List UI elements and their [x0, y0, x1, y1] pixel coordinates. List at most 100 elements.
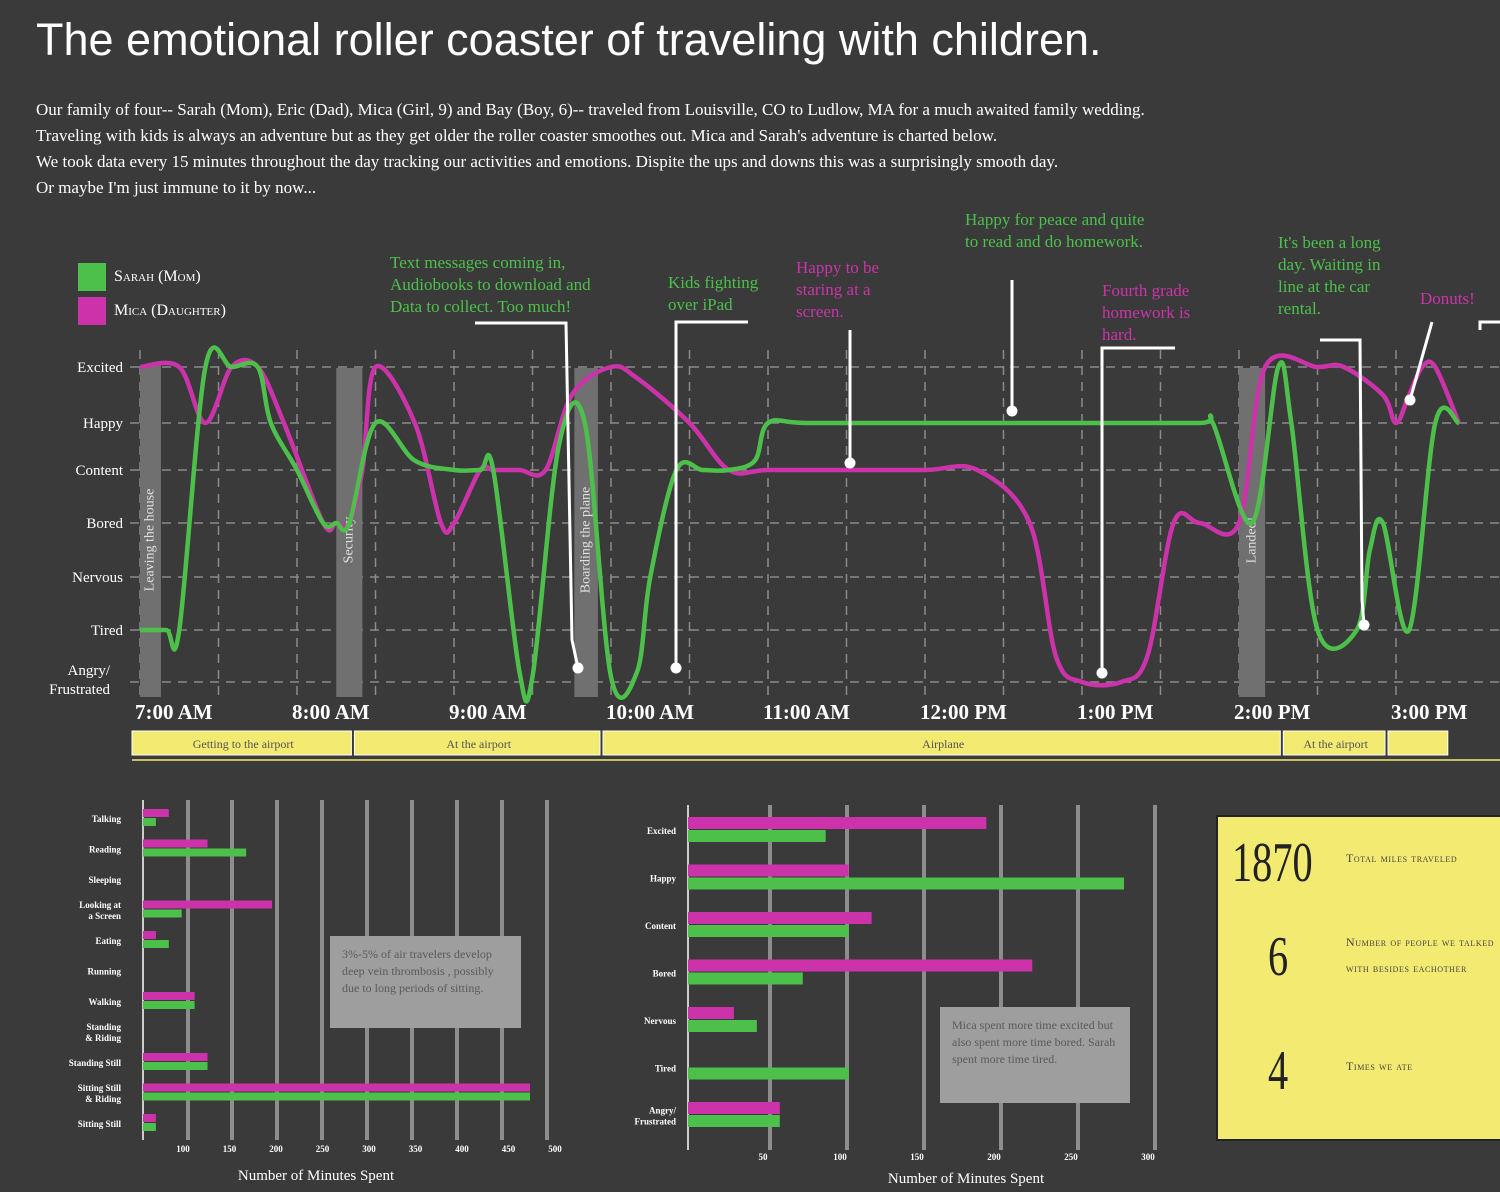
stat-label: Number of people we talked with besides … [1346, 935, 1495, 975]
y-tick-label: Nervous [72, 570, 123, 586]
x-tick-label: 11:00 AM [763, 700, 850, 724]
bar-mica [688, 912, 872, 924]
bar-mica [688, 1007, 734, 1019]
x-tick-label: 9:00 AM [449, 700, 527, 724]
annotation-leader [1478, 320, 1500, 330]
bar-sarah [688, 1067, 849, 1080]
annotation-dot [844, 457, 856, 469]
annotation-dot [1404, 394, 1416, 406]
grid-bar [230, 800, 234, 1140]
x-tick-label: 50 [759, 1152, 769, 1162]
grid-bar [1076, 805, 1080, 1150]
bar-sarah [143, 848, 247, 857]
stats-card: 1870 Total miles traveled 6 Number of pe… [1216, 815, 1500, 1141]
annotation-leader [475, 321, 580, 669]
category-label: Running [87, 967, 121, 977]
category-label: Standing [86, 1022, 121, 1032]
x-tick-label: 2:00 PM [1234, 700, 1311, 724]
x-tick-label: 300 [1141, 1152, 1155, 1162]
event-label: Leaving the house [143, 489, 158, 592]
bar-sarah [143, 1123, 156, 1131]
intro-line: Traveling with kids is always an adventu… [36, 126, 998, 145]
x-tick-label: 450 [502, 1144, 516, 1154]
x-tick-label: 10:00 AM [606, 700, 694, 724]
category-label: Nervous [644, 1016, 676, 1026]
bar-sarah [688, 877, 1125, 890]
intro-line: Our family of four-- Sarah (Mom), Eric (… [36, 100, 1145, 119]
x-tick-label: 400 [455, 1144, 469, 1154]
annotation-text: Happy for peace and quite to read and do … [965, 210, 1144, 251]
grid-bar [1153, 805, 1157, 1150]
legend-item-sarah: Sarah (Mom) [78, 260, 226, 294]
bar-sarah [688, 1020, 757, 1032]
category-label: Happy [650, 874, 677, 884]
category-label: Talking [92, 814, 122, 824]
annotation-leader [1100, 346, 1175, 673]
annotation-dot [1096, 667, 1108, 679]
bar-mica [688, 959, 1033, 972]
emotion-bar-chart: 50 100 150 200 250 300 Number of Minutes Spent… [635, 805, 1157, 1187]
category-label: Looking at [79, 900, 121, 910]
grid-bar [545, 800, 549, 1140]
annotation-text: Happy to be staring at a screen. [796, 258, 879, 321]
legend-label: Mica (Daughter) [114, 302, 226, 319]
grid-bar [275, 800, 279, 1140]
x-tick-label: 250 [316, 1144, 330, 1154]
annotation-dot [1358, 619, 1370, 631]
category-label: Eating [95, 936, 121, 946]
annotation-leader [1408, 321, 1434, 401]
phase-segment [131, 730, 352, 756]
stat-label: Times we ate [1346, 1059, 1413, 1073]
intro-text: Our family of four-- Sarah (Mom), Eric (… [36, 97, 1496, 201]
bar-sarah [143, 1001, 195, 1009]
emotion-note: Mica spent more time excited but also sp… [940, 1007, 1130, 1103]
bar-sarah [143, 818, 156, 826]
category-label: Tired [655, 1064, 676, 1074]
x-tick-label: 300 [362, 1144, 376, 1154]
legend-swatch-sarah [78, 263, 106, 291]
category-label: Bored [653, 969, 676, 979]
category-label: Walking [88, 997, 121, 1007]
y-tick-label: Excited [77, 360, 123, 376]
bar-sarah [688, 925, 849, 937]
event-label: Landed! [1244, 517, 1259, 564]
bar-mica [143, 1053, 208, 1061]
phase-segment [1282, 730, 1386, 756]
category-label: a Screen [88, 911, 121, 921]
x-tick-label: 500 [548, 1144, 562, 1154]
category-label: Sitting Still [78, 1119, 122, 1129]
category-label: Reading [89, 845, 122, 855]
emotion-line-chart: Leaving the house Security Boarding the pl… [49, 210, 1500, 761]
annotation-leader [674, 320, 748, 668]
bar-mica [688, 1102, 780, 1114]
category-label: Angry/ [649, 1106, 676, 1116]
grid-bar [999, 805, 1003, 1150]
x-tick-label: 1:00 PM [1077, 700, 1154, 724]
annotation-dot [670, 662, 682, 674]
bar-sarah [143, 940, 169, 948]
event-band [140, 365, 161, 697]
annotation-text: Text messages coming in, Audiobooks to do… [390, 253, 591, 316]
stat-number: 4 [1268, 1040, 1289, 1102]
bar-sarah [688, 1115, 780, 1127]
category-label: Sitting Still [78, 1083, 122, 1093]
y-tick-label: Tired [91, 623, 123, 639]
grid-bar [922, 805, 926, 1150]
event-band [336, 368, 363, 697]
bar-mica [143, 839, 208, 848]
phase-label: At the airport [446, 737, 511, 751]
intro-line: We took data every 15 minutes throughout… [36, 152, 1059, 171]
intro-line: Or maybe I'm just immune to it by now... [36, 178, 317, 197]
x-tick-label: 100 [176, 1144, 190, 1154]
stat-number: 6 [1268, 926, 1289, 988]
x-tick-label: 3:00 PM [1391, 700, 1468, 724]
x-tick-label: 200 [269, 1144, 283, 1154]
category-label: Frustrated [635, 1117, 677, 1127]
y-tick-label: Bored [86, 516, 123, 532]
y-tick-label: Content [76, 463, 124, 479]
page-title: The emotional roller coaster of travelin… [36, 14, 1102, 65]
bar-mica [143, 931, 156, 939]
event-band [574, 368, 598, 697]
y-tick-label: Frustrated [49, 682, 110, 698]
stat-number: 1870 [1232, 832, 1313, 894]
